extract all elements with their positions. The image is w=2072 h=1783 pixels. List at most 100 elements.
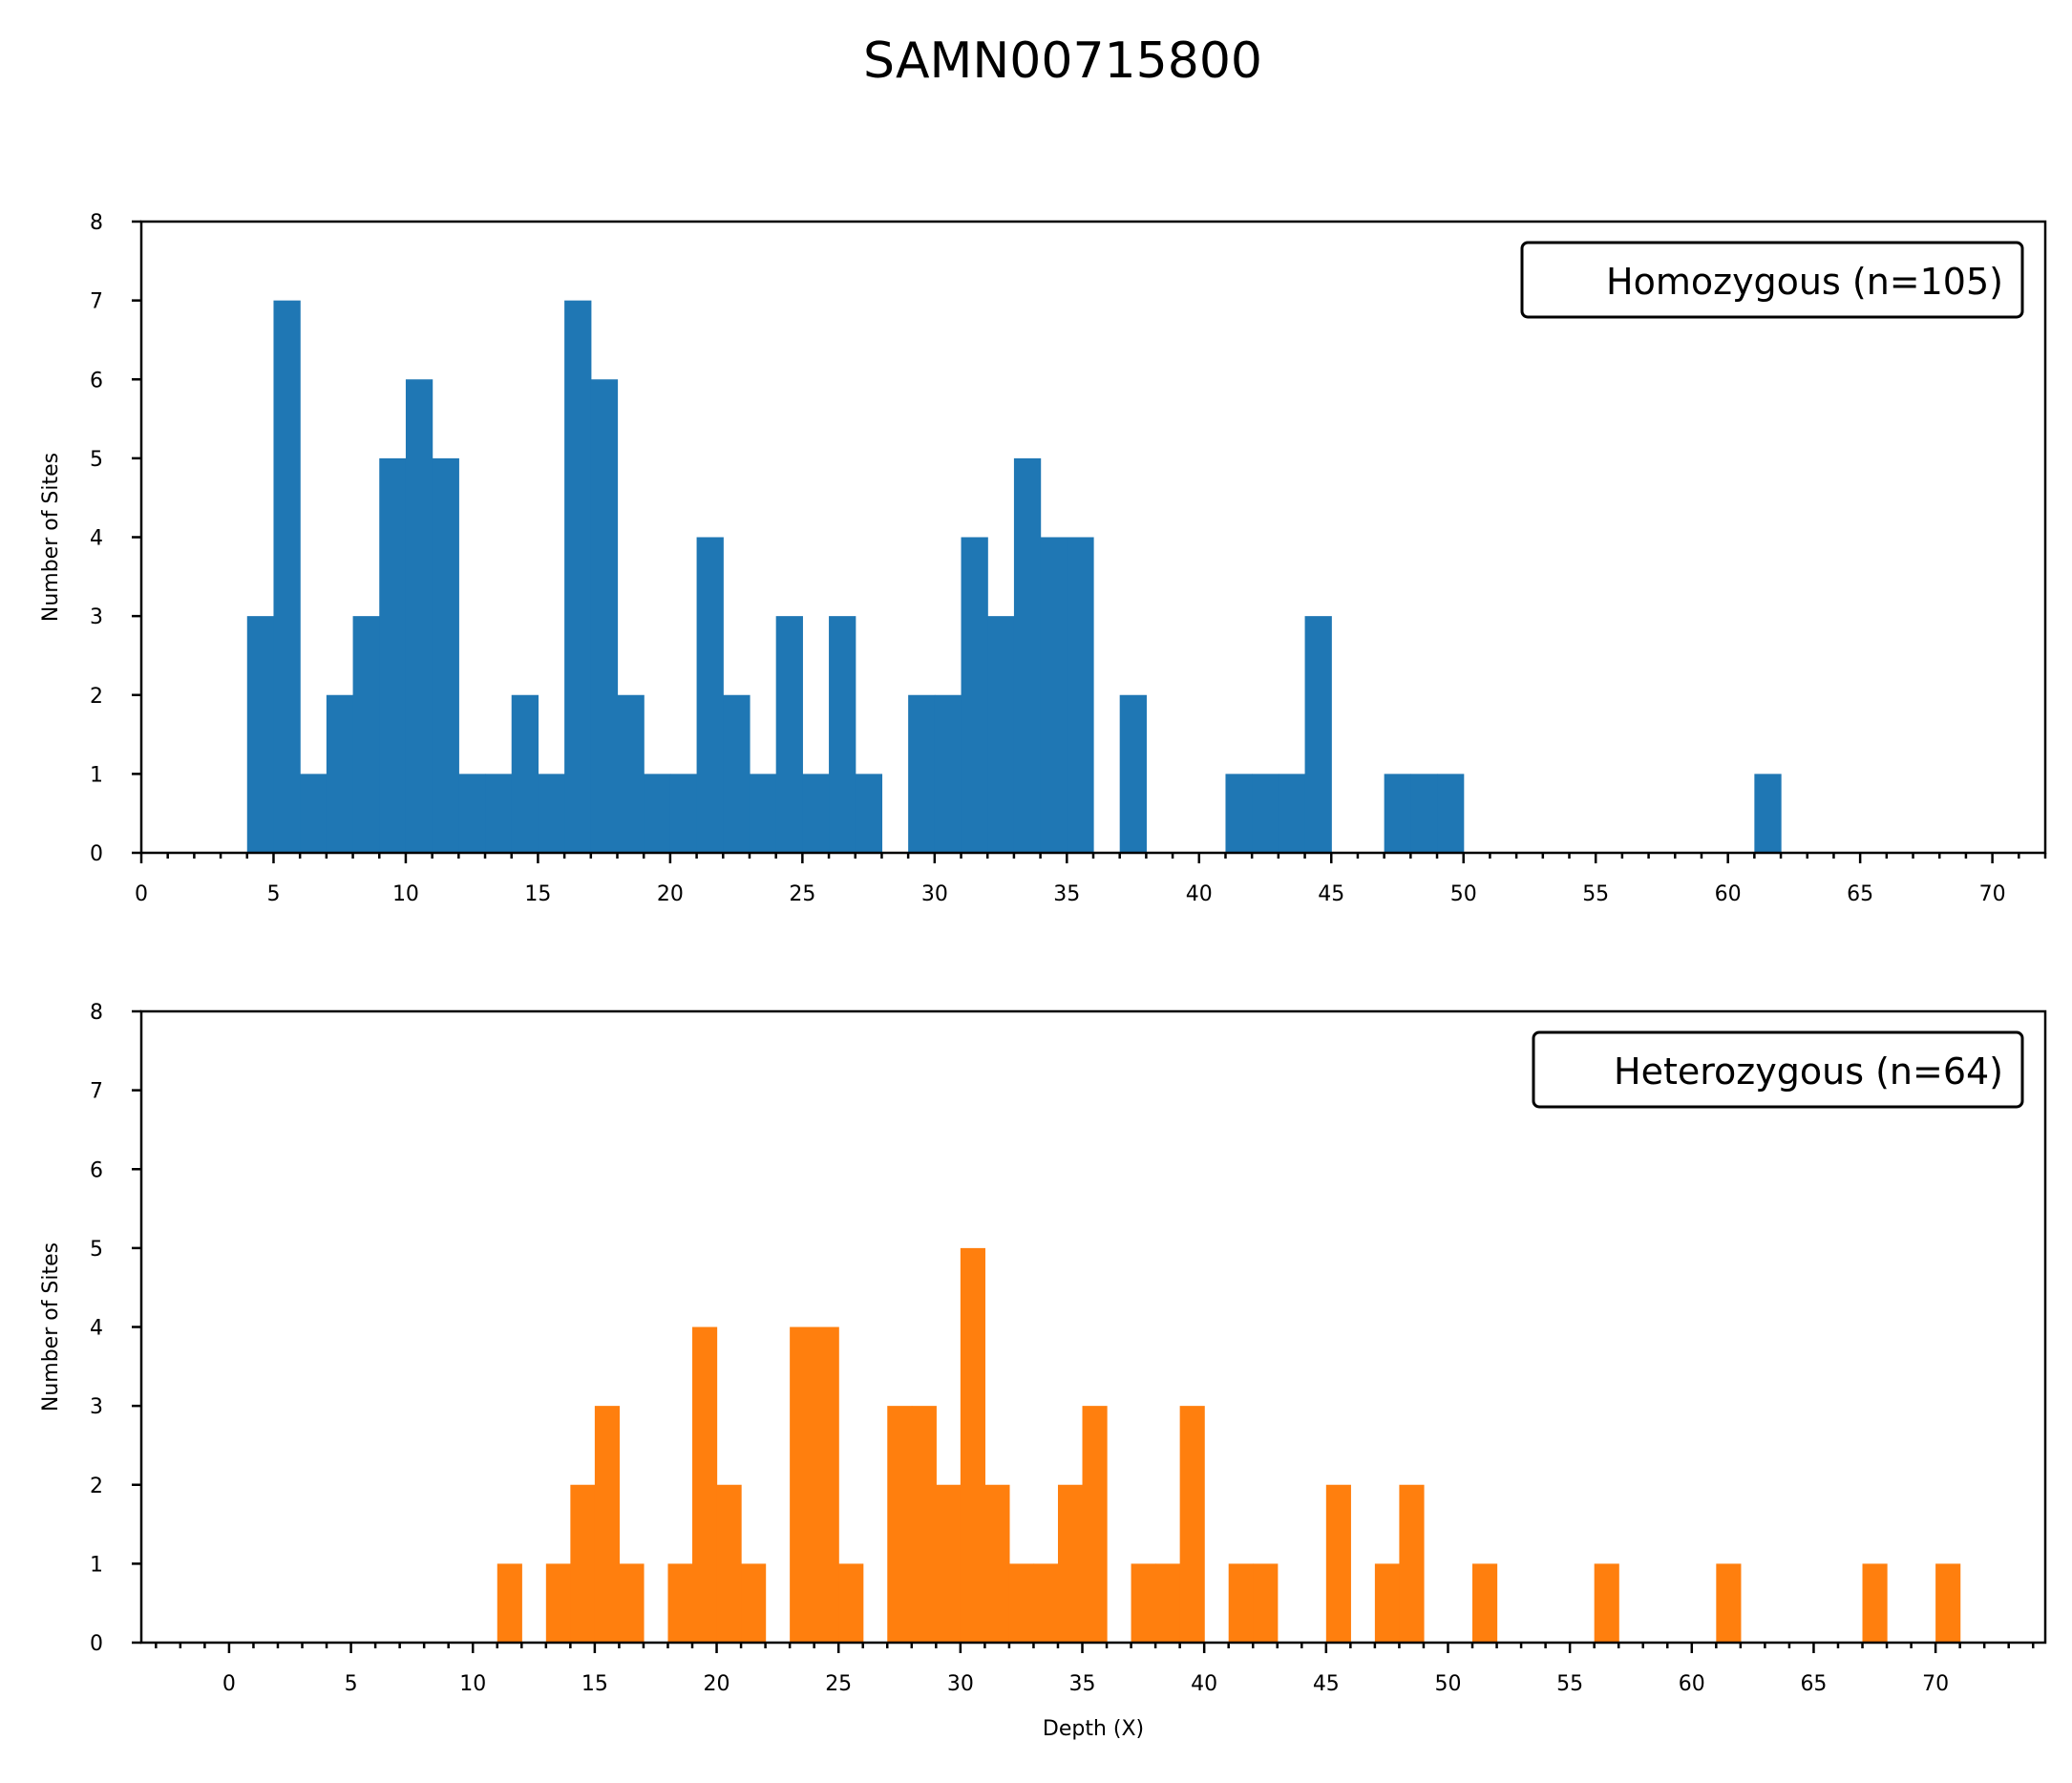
heterozygous-bar-37 xyxy=(1131,1563,1156,1644)
heterozygous-ytick-label-8: 8 xyxy=(90,1001,103,1025)
heterozygous-xtick-label-65: 65 xyxy=(1800,1672,1827,1696)
homozygous-xtick-label-25: 25 xyxy=(789,882,815,906)
homozygous-bar-14 xyxy=(511,694,539,853)
homozygous-xtick-label-65: 65 xyxy=(1847,882,1873,906)
heterozygous-bar-39 xyxy=(1179,1406,1205,1644)
heterozygous-bar-45 xyxy=(1325,1484,1351,1643)
heterozygous-xtick-label-55: 55 xyxy=(1556,1672,1583,1696)
homozygous-ytick-label-6: 6 xyxy=(90,369,103,393)
figure-title: SAMN00715800 xyxy=(863,32,1262,90)
homozygous-bar-41 xyxy=(1225,774,1253,854)
homozygous-bar-24 xyxy=(775,616,803,854)
heterozygous-bar-33 xyxy=(1033,1563,1059,1644)
homozygous-xtick-label-0: 0 xyxy=(135,882,148,906)
heterozygous-bar-20 xyxy=(716,1484,742,1643)
homozygous-bar-31 xyxy=(961,537,988,853)
heterozygous-bar-18 xyxy=(667,1563,693,1644)
heterozygous-xtick-label-30: 30 xyxy=(947,1672,974,1696)
heterozygous-legend-box xyxy=(1532,1030,2024,1109)
heterozygous-ytick-label-2: 2 xyxy=(90,1475,103,1498)
homozygous-xtick-label-5: 5 xyxy=(266,882,280,906)
homozygous-ytick-label-0: 0 xyxy=(90,842,103,866)
heterozygous-axes-frame xyxy=(139,1009,2047,1645)
homozygous-y-axis: 0 1 2 3 4 5 6 7 8 xyxy=(90,211,141,866)
heterozygous-y-axis: 0 1 2 3 4 5 6 7 8 xyxy=(90,1001,141,1656)
homozygous-bar-44 xyxy=(1304,616,1332,854)
heterozygous-ytick-label-1: 1 xyxy=(90,1553,103,1577)
homozygous-ytick-label-7: 7 xyxy=(90,290,103,314)
homozygous-bar-22 xyxy=(723,694,751,853)
homozygous-bar-17 xyxy=(590,379,619,853)
homozygous-bar-8 xyxy=(352,616,380,854)
homozygous-bar-16 xyxy=(564,300,592,854)
homozygous-bar-37 xyxy=(1119,694,1147,853)
heterozygous-xtick-label-40: 40 xyxy=(1191,1672,1217,1696)
homozygous-bar-7 xyxy=(326,694,354,853)
homozygous-bars xyxy=(246,300,1782,854)
heterozygous-ytick-label-7: 7 xyxy=(90,1080,103,1104)
heterozygous-xtick-label-35: 35 xyxy=(1069,1672,1096,1696)
homozygous-xtick-label-70: 70 xyxy=(1979,882,2006,906)
homozygous-y-axis-label: Number of Sites xyxy=(39,453,63,622)
homozygous-legend-box xyxy=(1520,241,2024,319)
heterozygous-xtick-label-20: 20 xyxy=(704,1672,730,1696)
homozygous-bar-21 xyxy=(696,537,724,853)
homozygous-xtick-label-10: 10 xyxy=(392,882,419,906)
heterozygous-bars xyxy=(497,1247,1961,1644)
heterozygous-bar-34 xyxy=(1057,1484,1084,1643)
homozygous-legend: Homozygous (n=105) xyxy=(1520,241,2024,319)
heterozygous-xtick-label-0: 0 xyxy=(222,1672,236,1696)
heterozygous-bar-67 xyxy=(1862,1563,1888,1644)
homozygous-bar-30 xyxy=(934,694,962,853)
homozygous-bar-43 xyxy=(1278,774,1306,854)
homozygous-axes-frame xyxy=(139,220,2047,855)
homozygous-ytick-label-5: 5 xyxy=(90,448,103,472)
heterozygous-bar-15 xyxy=(594,1406,621,1644)
homozygous-ytick-label-3: 3 xyxy=(90,605,103,629)
heterozygous-bar-47 xyxy=(1374,1563,1401,1644)
heterozygous-xtick-label-60: 60 xyxy=(1679,1672,1705,1696)
heterozygous-bar-21 xyxy=(741,1563,767,1644)
heterozygous-xtick-label-70: 70 xyxy=(1922,1672,1949,1696)
homozygous-xtick-label-50: 50 xyxy=(1450,882,1477,906)
homozygous-bar-4 xyxy=(246,616,275,854)
heterozygous-bar-31 xyxy=(984,1484,1010,1643)
homozygous-bar-15 xyxy=(538,774,565,854)
heterozygous-bar-51 xyxy=(1472,1563,1498,1644)
heterozygous-ytick-label-4: 4 xyxy=(90,1317,103,1341)
homozygous-bar-18 xyxy=(617,694,645,853)
homozygous-bar-61 xyxy=(1754,774,1782,854)
heterozygous-ytick-label-6: 6 xyxy=(90,1158,103,1182)
homozygous-xtick-label-60: 60 xyxy=(1715,882,1742,906)
homozygous-bar-5 xyxy=(273,300,301,854)
heterozygous-xtick-label-5: 5 xyxy=(345,1672,358,1696)
homozygous-ytick-label-8: 8 xyxy=(90,211,103,235)
heterozygous-legend: Heterozygous (n=64) xyxy=(1532,1030,2024,1109)
heterozygous-bar-42 xyxy=(1253,1563,1279,1644)
heterozygous-ytick-label-3: 3 xyxy=(90,1395,103,1419)
homozygous-bar-19 xyxy=(644,774,671,854)
homozygous-legend-label: Homozygous (n=105) xyxy=(1606,261,2003,303)
heterozygous-bar-16 xyxy=(619,1563,645,1644)
homozygous-xtick-label-45: 45 xyxy=(1318,882,1344,906)
homozygous-bar-48 xyxy=(1410,774,1438,854)
homozygous-bar-25 xyxy=(802,774,830,854)
heterozygous-y-axis-label: Number of Sites xyxy=(39,1242,63,1412)
heterozygous-bar-29 xyxy=(936,1484,962,1643)
homozygous-bar-27 xyxy=(855,774,883,854)
homozygous-bar-35 xyxy=(1067,537,1094,853)
heterozygous-bar-28 xyxy=(911,1406,937,1644)
heterozygous-bar-38 xyxy=(1155,1563,1181,1644)
heterozygous-bar-30 xyxy=(960,1247,985,1644)
heterozygous-xtick-label-15: 15 xyxy=(581,1672,608,1696)
homozygous-bar-12 xyxy=(458,774,486,854)
heterozygous-bar-24 xyxy=(814,1327,839,1643)
homozygous-bar-20 xyxy=(669,774,698,854)
homozygous-bar-9 xyxy=(379,457,407,854)
heterozygous-bar-35 xyxy=(1082,1406,1108,1644)
homozygous-ytick-label-2: 2 xyxy=(90,685,103,709)
homozygous-xtick-label-15: 15 xyxy=(524,882,551,906)
heterozygous-x-axis-label: Depth (X) xyxy=(1043,1717,1144,1741)
heterozygous-xtick-label-10: 10 xyxy=(459,1672,486,1696)
